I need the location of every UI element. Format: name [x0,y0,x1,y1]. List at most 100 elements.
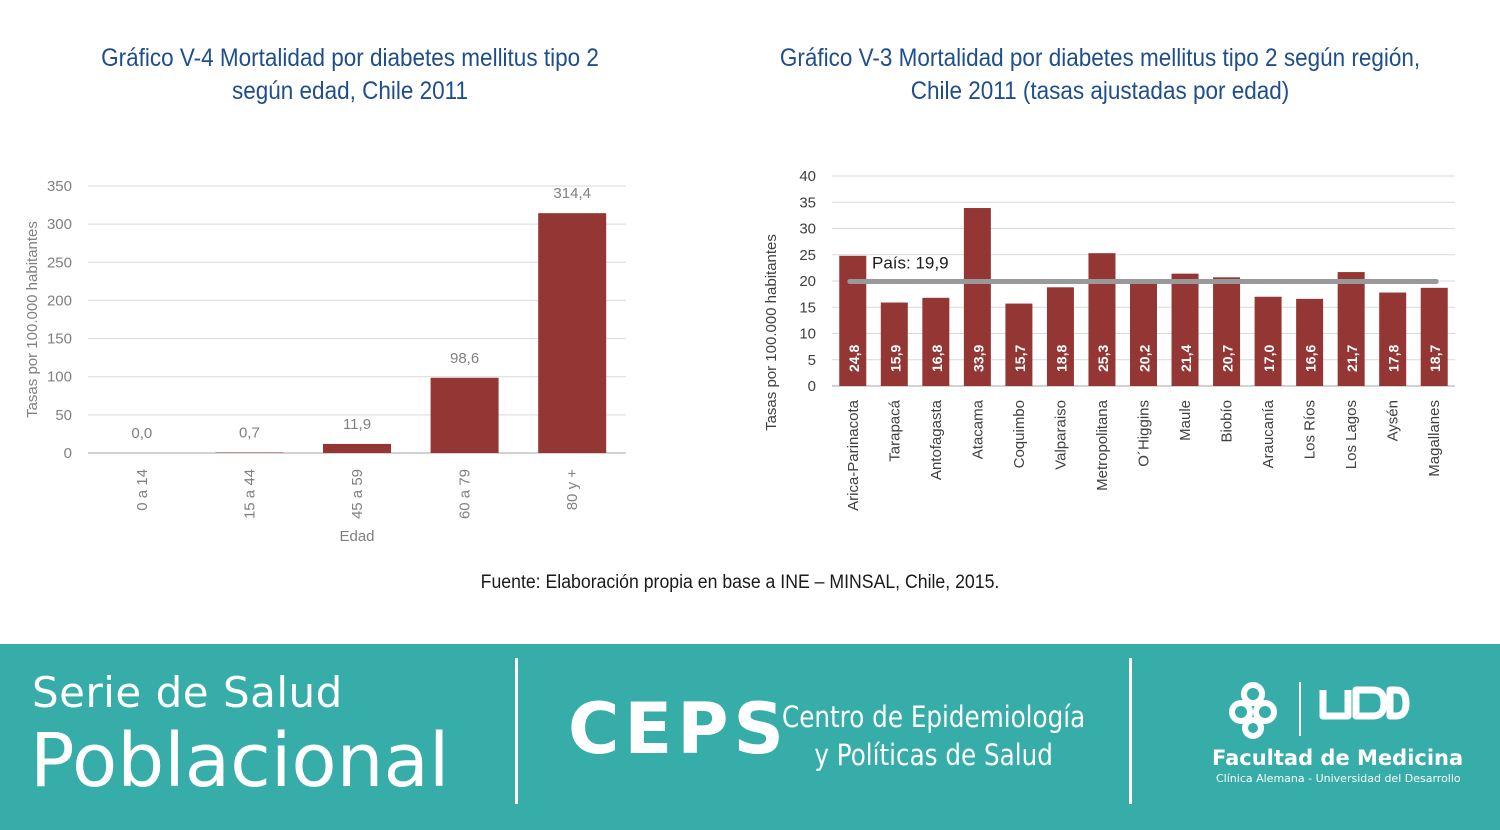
left-chart-title-line1: Gráfico V-4 Mortalidad por diabetes mell… [101,44,599,72]
bar [1337,272,1365,386]
bar [1046,287,1074,386]
bar [215,452,284,453]
x-tick-label: Biobío [1219,400,1236,443]
x-tick-label: 0 a 14 [134,469,151,511]
bar [538,213,607,453]
y-tick-label: 30 [799,221,816,238]
data-label: 98,6 [450,350,479,367]
y-tick-label: 250 [47,254,72,271]
data-label: 15,9 [887,345,903,372]
faculty-name: Facultad de Medicina [1212,746,1464,770]
source-note: Fuente: Elaboración propia en base a INE… [480,572,1000,593]
bar [963,208,991,386]
y-tick-label: 25 [799,247,816,264]
data-label: 25,3 [1095,345,1111,372]
x-tick-label: Arica-Parinacota [845,399,862,511]
data-label: 11,9 [343,416,371,433]
data-label: 16,6 [1303,345,1319,372]
faculty-subtitle: Clínica Alemana - Universidad del Desarr… [1216,772,1461,785]
data-label: 17,8 [1386,345,1402,372]
y-tick-label: 350 [47,178,72,195]
x-tick-label: Araucanía [1260,399,1277,468]
footer-banner: Serie de Salud Poblacional CEPS Centro d… [0,644,1500,830]
right-chart-title-line2: Chile 2011 (tasas ajustadas por edad) [910,77,1290,105]
bar [922,297,950,386]
ceps-subtitle: Centro de Epidemiología y Políticas de S… [782,698,1085,774]
data-label: 33,9 [970,345,986,372]
data-label: 0,0 [131,425,152,442]
bar [1379,292,1407,386]
data-label: 20,2 [1137,345,1153,372]
ceps-subtitle-line2: y Políticas de Salud [814,738,1053,772]
series-title-line2: Poblacional [30,718,450,804]
y-tick-label: 0 [808,378,816,395]
bar [1254,296,1282,386]
y-tick-label: 35 [799,194,816,211]
x-tick-label: O´Higgins [1136,400,1153,467]
x-tick-label: 60 a 79 [457,469,474,519]
bar [1088,253,1116,386]
bar [880,302,908,386]
data-label: 18,8 [1053,345,1069,372]
y-tick-label: 0 [64,445,72,462]
x-tick-label: Antofagasta [928,399,945,480]
bar [1171,273,1199,386]
x-tick-label: 80 y + [564,469,581,511]
x-tick-label: Magallanes [1426,400,1443,477]
x-tick-label: Los Ríos [1302,400,1319,459]
left-chart-title-line2: según edad, Chile 2011 [231,77,469,105]
bar [1130,279,1157,386]
data-label: 17,0 [1261,345,1277,372]
x-tick-label: Los Lagos [1343,400,1360,469]
udd-logo-icon [1229,682,1410,739]
data-label: 20,7 [1220,345,1236,372]
data-label: 15,7 [1012,345,1028,372]
bar [1296,298,1324,386]
left-chart-title: Gráfico V-4 Mortalidad por diabetes mell… [71,42,629,108]
bar [323,443,391,453]
y-tick-label: 20 [799,273,816,290]
y-axis-label: Tasas por 100.000 habitantes [763,234,780,431]
right-chart-title-line1: Gráfico V-3 Mortalidad por diabetes mell… [779,44,1421,72]
y-tick-label: 15 [799,299,816,316]
bar [1420,287,1448,386]
x-axis-label: Edad [339,528,374,545]
footer-divider [515,658,518,804]
x-tick-label: Valparaiso [1052,400,1069,470]
x-tick-label: Tarapacá [886,399,903,461]
x-tick-label: Aysén [1385,400,1402,441]
data-label: 0,7 [239,424,260,441]
x-tick-label: Maule [1177,400,1194,441]
y-tick-label: 100 [47,369,72,386]
ceps-logo-text: CEPS [568,688,789,770]
y-tick-label: 300 [47,216,72,233]
ceps-subtitle-line1: Centro de Epidemiología [782,700,1086,734]
series-title-line1: Serie de Salud [32,668,343,717]
x-tick-label: 15 a 44 [241,469,258,519]
bar [430,377,499,453]
x-tick-label: 45 a 59 [349,469,366,519]
bar [1005,303,1033,386]
data-label: 24,8 [846,345,862,372]
country-average-label: País: 19,9 [872,254,949,273]
data-label: 18,7 [1427,345,1443,372]
y-tick-label: 50 [55,407,72,424]
bar [839,255,867,386]
data-label: 314,4 [553,185,591,202]
data-label: 16,8 [929,345,945,372]
y-tick-label: 200 [47,292,72,309]
y-tick-label: 10 [799,326,816,343]
y-tick-label: 40 [799,168,816,185]
y-axis-label: Tasas por 100.000 habitantes [24,221,41,418]
x-tick-label: Atacama [969,399,986,459]
y-tick-label: 5 [808,352,816,369]
x-tick-label: Coquimbo [1011,400,1028,468]
x-tick-label: Metropolitana [1094,399,1111,491]
bar [1213,277,1241,386]
age-mortality-chart: 0 50 100 150 200 250 300 350 0,0 0 a 14 0,7 15 a 44… [24,178,626,545]
y-tick-label: 150 [47,331,72,348]
footer-divider [1129,658,1132,804]
right-chart-title: Gráfico V-3 Mortalidad por diabetes mell… [772,42,1429,108]
data-label: 21,4 [1178,345,1194,372]
data-label: 21,7 [1344,345,1360,372]
